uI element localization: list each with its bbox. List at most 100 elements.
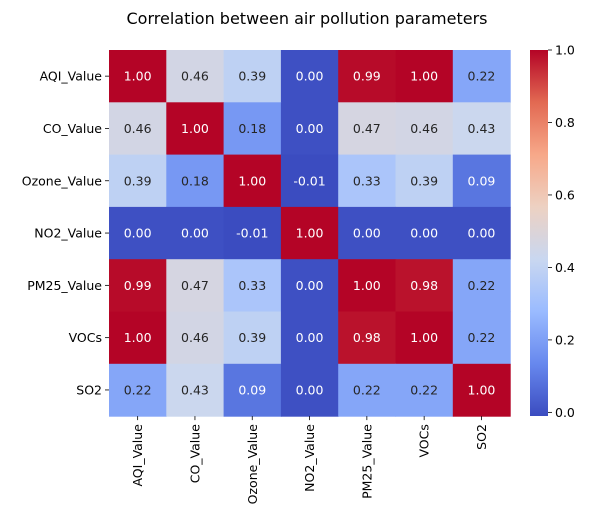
colorbar-tick-label: 0.2	[555, 332, 575, 347]
cell-value-label: 1.00	[296, 226, 324, 241]
row-label: SO2	[76, 382, 102, 397]
cell-value-label: 0.00	[296, 278, 324, 293]
cell-value-label: 0.99	[353, 69, 381, 84]
cell-value-label: 0.46	[410, 121, 438, 136]
cell-value-label: 1.00	[238, 173, 266, 188]
row-label: PM25_Value	[27, 278, 102, 293]
heatmap-cell	[280, 259, 339, 313]
cell-value-label: 0.00	[296, 69, 324, 84]
heatmap-cell	[223, 102, 282, 156]
heatmap-cell	[395, 311, 454, 365]
heatmap-cell	[223, 206, 282, 260]
cell-value-label: 1.00	[468, 382, 496, 397]
cell-value-label: 0.00	[296, 330, 324, 345]
row-label: VOCs	[69, 330, 102, 345]
heatmap-cells: 1.00 0.46 0.39 0.00 0.99 1.00 0.22 0.46 1.00 0.18…	[109, 50, 511, 417]
heatmap-cell	[166, 102, 225, 156]
cell-value-label: 0.33	[238, 278, 266, 293]
heatmap-cell	[109, 102, 167, 156]
cell-value-label: -0.01	[293, 173, 325, 188]
cell-value-label: 0.00	[124, 226, 152, 241]
heatmap-cell	[395, 154, 454, 208]
cell-value-label: 0.46	[124, 121, 152, 136]
heatmap-cell	[166, 311, 225, 365]
heatmap-cell	[280, 154, 339, 208]
heatmap-cell	[166, 50, 225, 103]
cell-value-label: 0.00	[410, 226, 438, 241]
column-label: SO2	[474, 424, 489, 450]
heatmap-cell	[109, 50, 167, 103]
cell-value-label: 0.47	[181, 278, 209, 293]
colorbar-tick-label: 0.6	[555, 187, 575, 202]
heatmap-cell	[452, 50, 511, 103]
heatmap-cell	[452, 363, 511, 417]
heatmap-cell	[223, 259, 282, 313]
cell-value-label: -0.01	[236, 226, 268, 241]
heatmap-cell	[338, 363, 397, 417]
heatmap-cell	[109, 206, 167, 260]
cell-value-label: 0.09	[468, 173, 496, 188]
column-label: PM25_Value	[359, 424, 374, 499]
heatmap-cell	[452, 259, 511, 313]
cell-value-label: 0.00	[353, 226, 381, 241]
chart-title: Correlation between air pollution parame…	[126, 9, 487, 28]
cell-value-label: 0.22	[468, 278, 496, 293]
row-label: CO_Value	[43, 121, 102, 136]
heatmap-cell	[109, 259, 167, 313]
cell-value-label: 0.18	[238, 121, 266, 136]
row-label: Ozone_Value	[22, 173, 103, 188]
heatmap-cell	[280, 311, 339, 365]
heatmap-cell	[223, 311, 282, 365]
heatmap-cell	[223, 154, 282, 208]
column-label: Ozone_Value	[245, 424, 260, 505]
heatmap-cell	[452, 102, 511, 156]
row-labels: AQI_Value CO_Value Ozone_Value NO2_Value PM2…	[22, 69, 109, 397]
heatmap-cell	[223, 50, 282, 103]
cell-value-label: 0.18	[181, 173, 209, 188]
cell-value-label: 0.98	[353, 330, 381, 345]
cell-value-label: 0.00	[296, 121, 324, 136]
colorbar-tick-label: 0.4	[555, 260, 575, 275]
heatmap-cell	[109, 363, 167, 417]
row-label: NO2_Value	[34, 226, 102, 241]
cell-value-label: 0.33	[353, 173, 381, 188]
cell-value-label: 0.39	[124, 173, 152, 188]
heatmap-cell	[280, 50, 339, 103]
heatmap-cell	[338, 311, 397, 365]
cell-value-label: 0.43	[468, 121, 496, 136]
heatmap-cell	[166, 363, 225, 417]
cell-value-label: 0.39	[410, 173, 438, 188]
heatmap-cell	[338, 206, 397, 260]
heatmap-cell	[280, 102, 339, 156]
cell-value-label: 0.39	[238, 330, 266, 345]
colorbar: 0.0 0.2 0.4 0.6 0.8 1.0	[530, 43, 575, 420]
column-labels: AQI_Value CO_Value Ozone_Value NO2_Value PM2…	[130, 416, 489, 504]
heatmap-cell	[452, 154, 511, 208]
heatmap-cell	[452, 206, 511, 260]
cell-value-label: 0.22	[124, 382, 152, 397]
heatmap-cell	[338, 154, 397, 208]
heatmap-cell	[452, 311, 511, 365]
heatmap-cell	[109, 154, 167, 208]
cell-value-label: 0.22	[353, 382, 381, 397]
cell-value-label: 0.22	[410, 382, 438, 397]
heatmap-cell	[395, 206, 454, 260]
cell-value-label: 0.22	[468, 330, 496, 345]
cell-value-label: 0.99	[124, 278, 152, 293]
heatmap-cell	[223, 363, 282, 417]
heatmap-cell	[166, 154, 225, 208]
cell-value-label: 1.00	[410, 69, 438, 84]
heatmap-cell	[395, 259, 454, 313]
cell-value-label: 0.46	[181, 69, 209, 84]
column-label: AQI_Value	[130, 424, 145, 487]
cell-value-label: 0.09	[238, 382, 266, 397]
row-label: AQI_Value	[40, 69, 103, 84]
cell-value-label: 1.00	[124, 330, 152, 345]
colorbar-tick-label: 1.0	[555, 43, 575, 58]
cell-value-label: 0.46	[181, 330, 209, 345]
cell-value-label: 0.00	[468, 226, 496, 241]
heatmap-cell	[280, 206, 339, 260]
cell-value-label: 1.00	[124, 69, 152, 84]
heatmap-cell	[395, 363, 454, 417]
